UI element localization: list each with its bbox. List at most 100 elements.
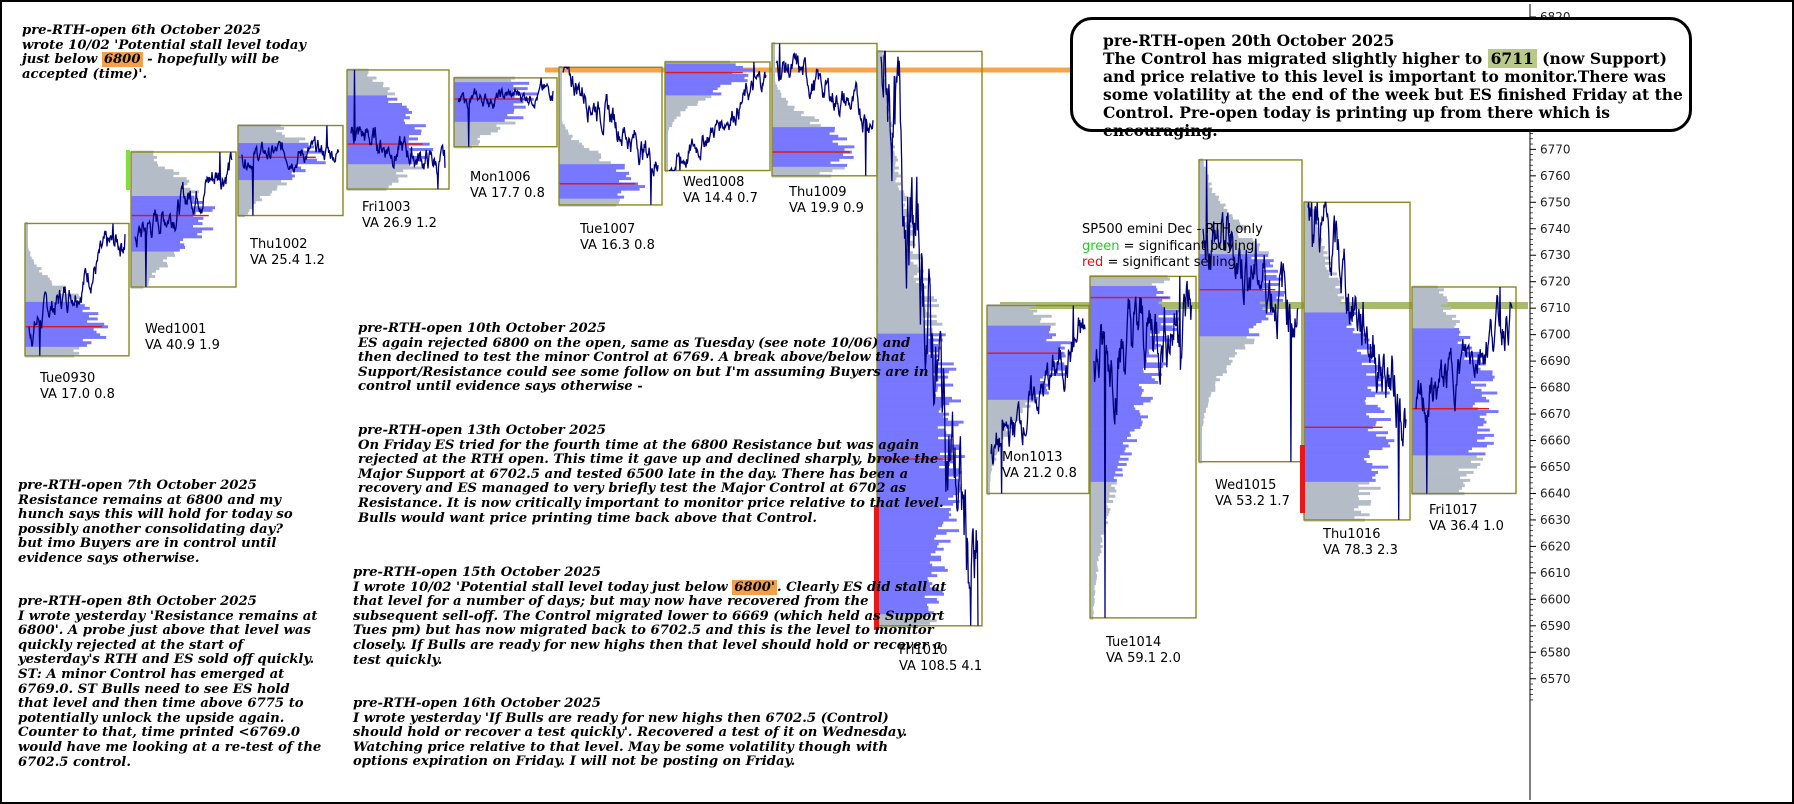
profile-bar <box>238 166 302 170</box>
profile-bar <box>987 320 1041 324</box>
profile-bar <box>987 330 1050 334</box>
profile-bar <box>877 537 935 541</box>
profile-bar <box>987 428 1006 432</box>
profile-bar <box>877 433 953 437</box>
profile-bar <box>1304 346 1373 350</box>
control-highlight: 6711 <box>1487 49 1537 68</box>
profile-bar <box>877 275 914 279</box>
profile-bar <box>347 110 412 114</box>
profile-bar <box>772 76 775 80</box>
profile-bar <box>772 95 782 99</box>
profile-bar <box>1090 603 1095 607</box>
profile-bar <box>25 328 94 331</box>
profile-bar <box>877 148 892 151</box>
profile-bar <box>1304 351 1361 355</box>
profile-bar <box>559 185 645 189</box>
profile-bar <box>1304 436 1387 440</box>
profile-bar <box>131 245 185 249</box>
profile-bar <box>559 134 573 138</box>
profile-bar <box>1199 436 1202 440</box>
session-label: Tue1007 VA 16.3 0.8 <box>580 222 655 254</box>
profile-bar <box>877 145 896 149</box>
profile-bar <box>987 481 990 485</box>
profile-bar <box>1199 214 1233 218</box>
price-line <box>1093 276 1193 618</box>
profile-bar <box>1090 317 1179 321</box>
profile-bar <box>877 510 949 514</box>
profile-bar <box>877 103 887 106</box>
profile-bar <box>1199 298 1284 302</box>
profile-bar <box>131 155 157 159</box>
profile-bar <box>877 343 939 347</box>
price-line <box>669 61 767 172</box>
profile-bar <box>454 79 512 83</box>
profile-bar <box>877 129 892 133</box>
profile-bar <box>454 121 516 125</box>
profile-bar <box>987 486 990 490</box>
note-8-oct: pre-RTH-open 8th October 2025 I wrote yes… <box>18 594 323 770</box>
profile-bar <box>877 95 887 99</box>
profile-bar <box>877 195 907 199</box>
profile-bar <box>1090 579 1097 583</box>
profile-bar <box>665 129 669 133</box>
profile-bar <box>559 89 562 93</box>
session-label: Thu1002 VA 25.4 1.2 <box>250 237 325 269</box>
profile-bar <box>454 132 491 136</box>
session-label: Fri1003 VA 26.9 1.2 <box>362 200 437 232</box>
profile-bar <box>238 190 273 194</box>
profile-bar <box>987 425 1014 429</box>
profile-bar <box>665 79 748 83</box>
profile-bar <box>1304 484 1359 488</box>
profile-bar <box>1090 373 1162 376</box>
profile-bar <box>772 44 775 48</box>
profile-bar <box>1304 502 1371 506</box>
profile-bar <box>25 272 43 276</box>
profile-bar <box>454 110 514 114</box>
axis-tick-label: 6700 <box>1540 328 1571 342</box>
profile-bar <box>1090 513 1109 517</box>
profile-bar <box>877 473 959 477</box>
profile-bar <box>987 386 1047 390</box>
profile-bar <box>877 378 939 382</box>
axis-tick-label: 6710 <box>1540 301 1571 315</box>
profile-bar <box>1199 447 1202 451</box>
profile-bar <box>347 148 434 151</box>
session-va: VA 17.7 0.8 <box>470 186 545 201</box>
profile-bar <box>877 73 885 77</box>
profile-bar <box>1199 169 1207 173</box>
profile-bar <box>877 568 948 572</box>
profile-bar <box>1412 470 1474 474</box>
profile-bar <box>1090 328 1178 331</box>
profile-bar <box>987 309 1038 313</box>
profile-bar <box>665 110 681 114</box>
profile-bar <box>665 134 668 138</box>
profile-bar <box>1090 285 1157 289</box>
profile-bar <box>1412 436 1485 440</box>
profile-bar <box>1412 314 1457 318</box>
profile-bar <box>772 68 775 72</box>
profile-bar <box>877 425 938 429</box>
profile-bar <box>1199 354 1235 358</box>
profile-bar <box>1090 314 1159 318</box>
profile-bar <box>1412 452 1486 456</box>
profile-bar <box>1199 433 1202 437</box>
profile-bar <box>1304 341 1368 345</box>
profile-bar <box>1090 431 1130 435</box>
session-box <box>876 50 983 627</box>
profile-bar <box>25 280 52 284</box>
profile-bar <box>1412 444 1487 448</box>
profile-bar <box>1304 494 1359 498</box>
profile-bar <box>1090 481 1117 485</box>
profile-bar <box>238 163 297 167</box>
profile-bar <box>559 76 562 80</box>
profile-bar <box>772 126 835 130</box>
profile-bar <box>877 373 933 376</box>
session-label: Tue1014 VA 59.1 2.0 <box>1106 635 1181 667</box>
profile-bar <box>1199 216 1234 220</box>
profile-bar <box>347 169 404 173</box>
profile-bar <box>1199 328 1249 331</box>
profile-bar <box>1199 391 1212 395</box>
profile-bar <box>1412 410 1499 414</box>
profile-bar <box>1090 523 1106 527</box>
profile-bar <box>1412 486 1462 490</box>
